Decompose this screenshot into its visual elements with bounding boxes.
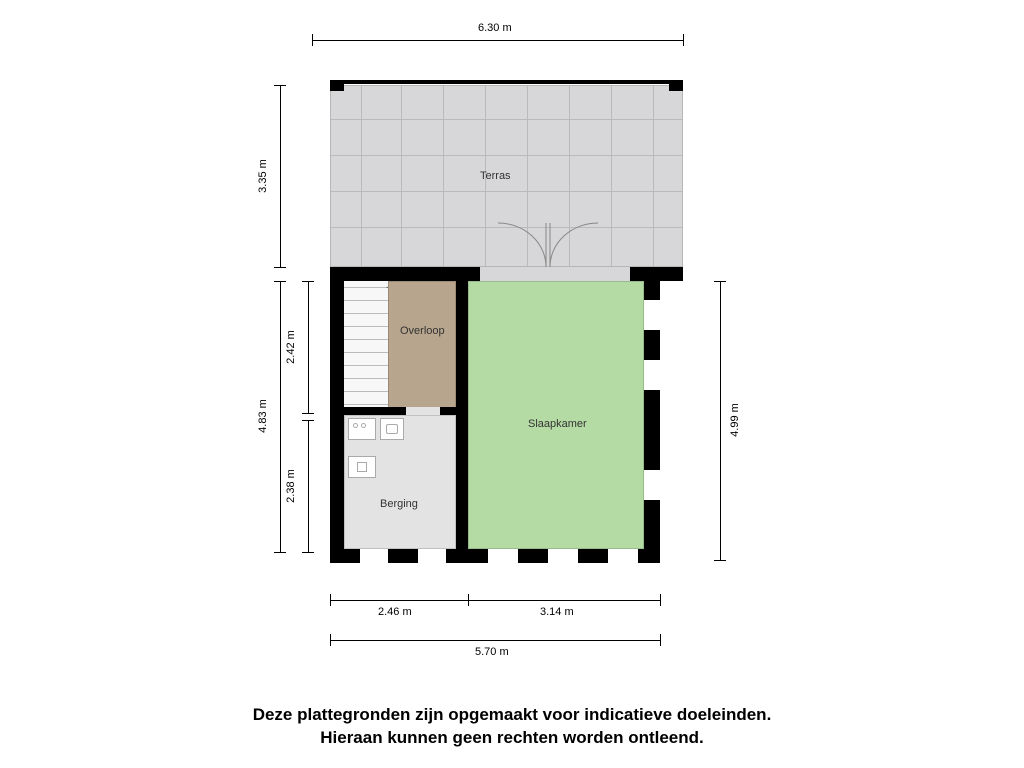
dim-tick: [683, 34, 684, 46]
room-overloop: [388, 281, 456, 413]
dim-tick: [302, 420, 314, 421]
dim-line: [308, 281, 309, 413]
opening: [406, 407, 440, 415]
label-berging: Berging: [380, 498, 418, 510]
caption-line1: Deze plattegronden zijn opgemaakt voor i…: [0, 704, 1024, 727]
dim-left-overloop: 2.42 m: [285, 330, 297, 364]
dim-tick: [330, 634, 331, 646]
dim-line: [330, 600, 468, 601]
door-arc-right-icon: [548, 222, 600, 268]
dim-top-total: 6.30 m: [478, 22, 512, 34]
fixture-washer-icon: [348, 418, 376, 440]
dim-left-inner: 4.83 m: [257, 399, 269, 433]
wall: [344, 407, 458, 415]
dim-bottom-berging: 2.46 m: [378, 606, 412, 618]
dim-tick: [274, 267, 286, 268]
dim-tick: [660, 634, 661, 646]
dim-line: [330, 640, 660, 641]
dim-tick: [714, 281, 726, 282]
opening: [608, 549, 638, 563]
dim-tick: [274, 552, 286, 553]
opening: [480, 267, 630, 281]
wall: [330, 80, 683, 84]
dim-bottom-slaapkamer: 3.14 m: [540, 606, 574, 618]
caption: Deze plattegronden zijn opgemaakt voor i…: [0, 704, 1024, 750]
dim-tick: [274, 281, 286, 282]
dim-tick: [302, 413, 314, 414]
dim-tick: [274, 85, 286, 86]
door-arc-left-icon: [496, 222, 548, 268]
label-terras: Terras: [480, 170, 511, 182]
room-slaapkamer: [468, 281, 644, 549]
opening: [418, 549, 446, 563]
dim-tick: [660, 594, 661, 606]
room-stairs: [344, 281, 388, 413]
dim-tick: [714, 560, 726, 561]
dim-line: [308, 420, 309, 552]
label-overloop: Overloop: [400, 325, 445, 337]
wall: [456, 281, 468, 549]
opening: [644, 470, 660, 500]
dim-left-terras: 3.35 m: [257, 159, 269, 193]
wall: [330, 267, 344, 561]
floorplan-canvas: Terras → Overloop Berging Slaapkamer: [0, 0, 1024, 768]
opening: [644, 300, 660, 330]
opening: [488, 549, 518, 563]
dim-line: [720, 281, 721, 560]
dim-tick: [312, 34, 313, 46]
dim-bottom-total: 5.70 m: [475, 646, 509, 658]
dim-line: [280, 85, 281, 267]
dim-line: [280, 281, 281, 552]
label-slaapkamer: Slaapkamer: [528, 418, 587, 430]
fixture-sink-icon: [380, 418, 404, 440]
dim-tick: [302, 281, 314, 282]
fixture-dryer-icon: [348, 456, 376, 478]
opening: [360, 549, 388, 563]
dim-right-slaapkamer: 4.99 m: [729, 403, 741, 437]
caption-line2: Hieraan kunnen geen rechten worden ontle…: [0, 727, 1024, 750]
opening: [644, 360, 660, 390]
opening: [548, 549, 578, 563]
dim-tick: [302, 552, 314, 553]
dim-left-berging: 2.38 m: [285, 469, 297, 503]
dim-line: [468, 600, 660, 601]
dim-tick: [330, 594, 331, 606]
dim-line: [312, 40, 684, 41]
